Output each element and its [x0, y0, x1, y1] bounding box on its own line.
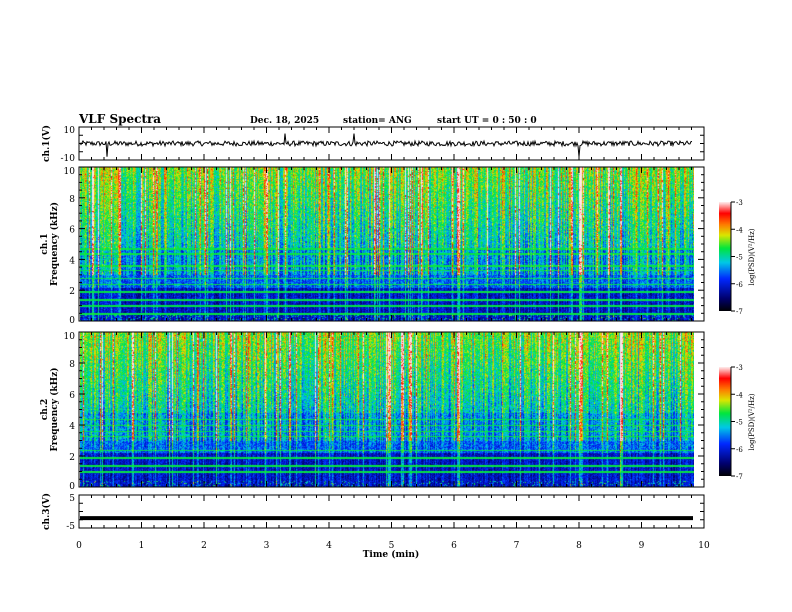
colorbar-tick-label: -6 [736, 281, 743, 289]
ch1-spectrogram-frame [78, 166, 705, 322]
x-tick-label: 2 [201, 541, 207, 551]
start-time-label: start UT = 0 : 50 : 0 [437, 116, 537, 126]
ch2-spectrogram-ytick-label: 10 [64, 332, 76, 342]
colorbar-label: log(PSD)(V²/Hz) [748, 228, 756, 285]
colorbar-tick-label: -7 [736, 473, 743, 481]
ch3-ytick-label: -5 [66, 522, 75, 532]
colorbar-tick-label: -3 [736, 199, 743, 207]
ch1-spectrogram-ytick-label: 10 [64, 167, 76, 177]
x-axis-label: Time (min) [363, 549, 420, 560]
x-tick-label: 8 [576, 541, 582, 551]
ch1-ytick-label: 10 [64, 126, 76, 136]
ch1-ytick-label: -10 [61, 154, 76, 164]
ch2-spectrogram-ytick-label: 4 [69, 422, 75, 432]
x-tick-label: 10 [698, 541, 710, 551]
x-tick-label: 0 [76, 541, 82, 551]
x-tick-label: 6 [451, 541, 457, 551]
colorbar-tick-label: -5 [736, 419, 743, 427]
ch3-ytick-label: 5 [69, 494, 75, 504]
colorbar-tick-label: -4 [736, 226, 743, 234]
colorbar-tick-label: -5 [736, 254, 743, 262]
x-tick-label: 7 [514, 541, 520, 551]
ch2-spectrogram-ylabel-channel: ch.2 [40, 399, 50, 420]
ch1-spectrogram-ytick-label: 8 [69, 195, 75, 205]
ch1-spectrogram-ylabel-frequency: Frequency (kHz) [49, 202, 60, 286]
ch2-spectrogram-frame [78, 331, 705, 488]
ch2-spectrogram-ytick-label: 8 [69, 360, 75, 370]
ch2-spectrogram-image [80, 332, 694, 487]
ch1-ylabel: ch.1(V) [41, 125, 52, 162]
colorbar-1 [719, 202, 731, 311]
colorbar-tick-label: -7 [736, 308, 743, 316]
colorbar-label: log(PSD)(V²/Hz) [748, 393, 756, 450]
ch2-spectrogram-ytick-label: 6 [69, 391, 75, 401]
x-tick-label: 4 [326, 541, 332, 551]
ch2-spectrogram-ytick-label: 0 [69, 482, 75, 492]
ch1-trace [79, 133, 693, 157]
x-tick-label: 1 [139, 541, 145, 551]
ch1-spectrogram-ytick-label: 6 [69, 226, 75, 236]
ch1-spectrogram-ylabel-channel: ch.1 [40, 233, 50, 254]
ch3-ylabel: ch.3(V) [41, 493, 52, 530]
x-tick-label: 3 [264, 541, 270, 551]
colorbar-tick-label: -4 [736, 391, 743, 399]
station-label: station= ANG [343, 116, 412, 126]
ch2-spectrogram-ylabel-frequency: Frequency (kHz) [49, 367, 60, 451]
x-tick-label: 9 [639, 541, 645, 551]
ch1-spectrogram-ytick-label: 4 [69, 256, 75, 266]
colorbar-2 [719, 367, 731, 476]
date-label: Dec. 18, 2025 [250, 116, 319, 126]
colorbar-tick-label: -6 [736, 446, 743, 454]
ch2-spectrogram-ytick-label: 2 [69, 453, 75, 463]
x-tick-label: 5 [389, 541, 395, 551]
colorbar-tick-label: -3 [736, 364, 743, 372]
ch1-spectrogram-image [80, 167, 694, 321]
ch1-spectrogram-ytick-label: 2 [69, 287, 75, 297]
figure-title: VLF Spectra [78, 112, 161, 126]
ch1-spectrogram-ytick-label: 0 [69, 316, 75, 326]
